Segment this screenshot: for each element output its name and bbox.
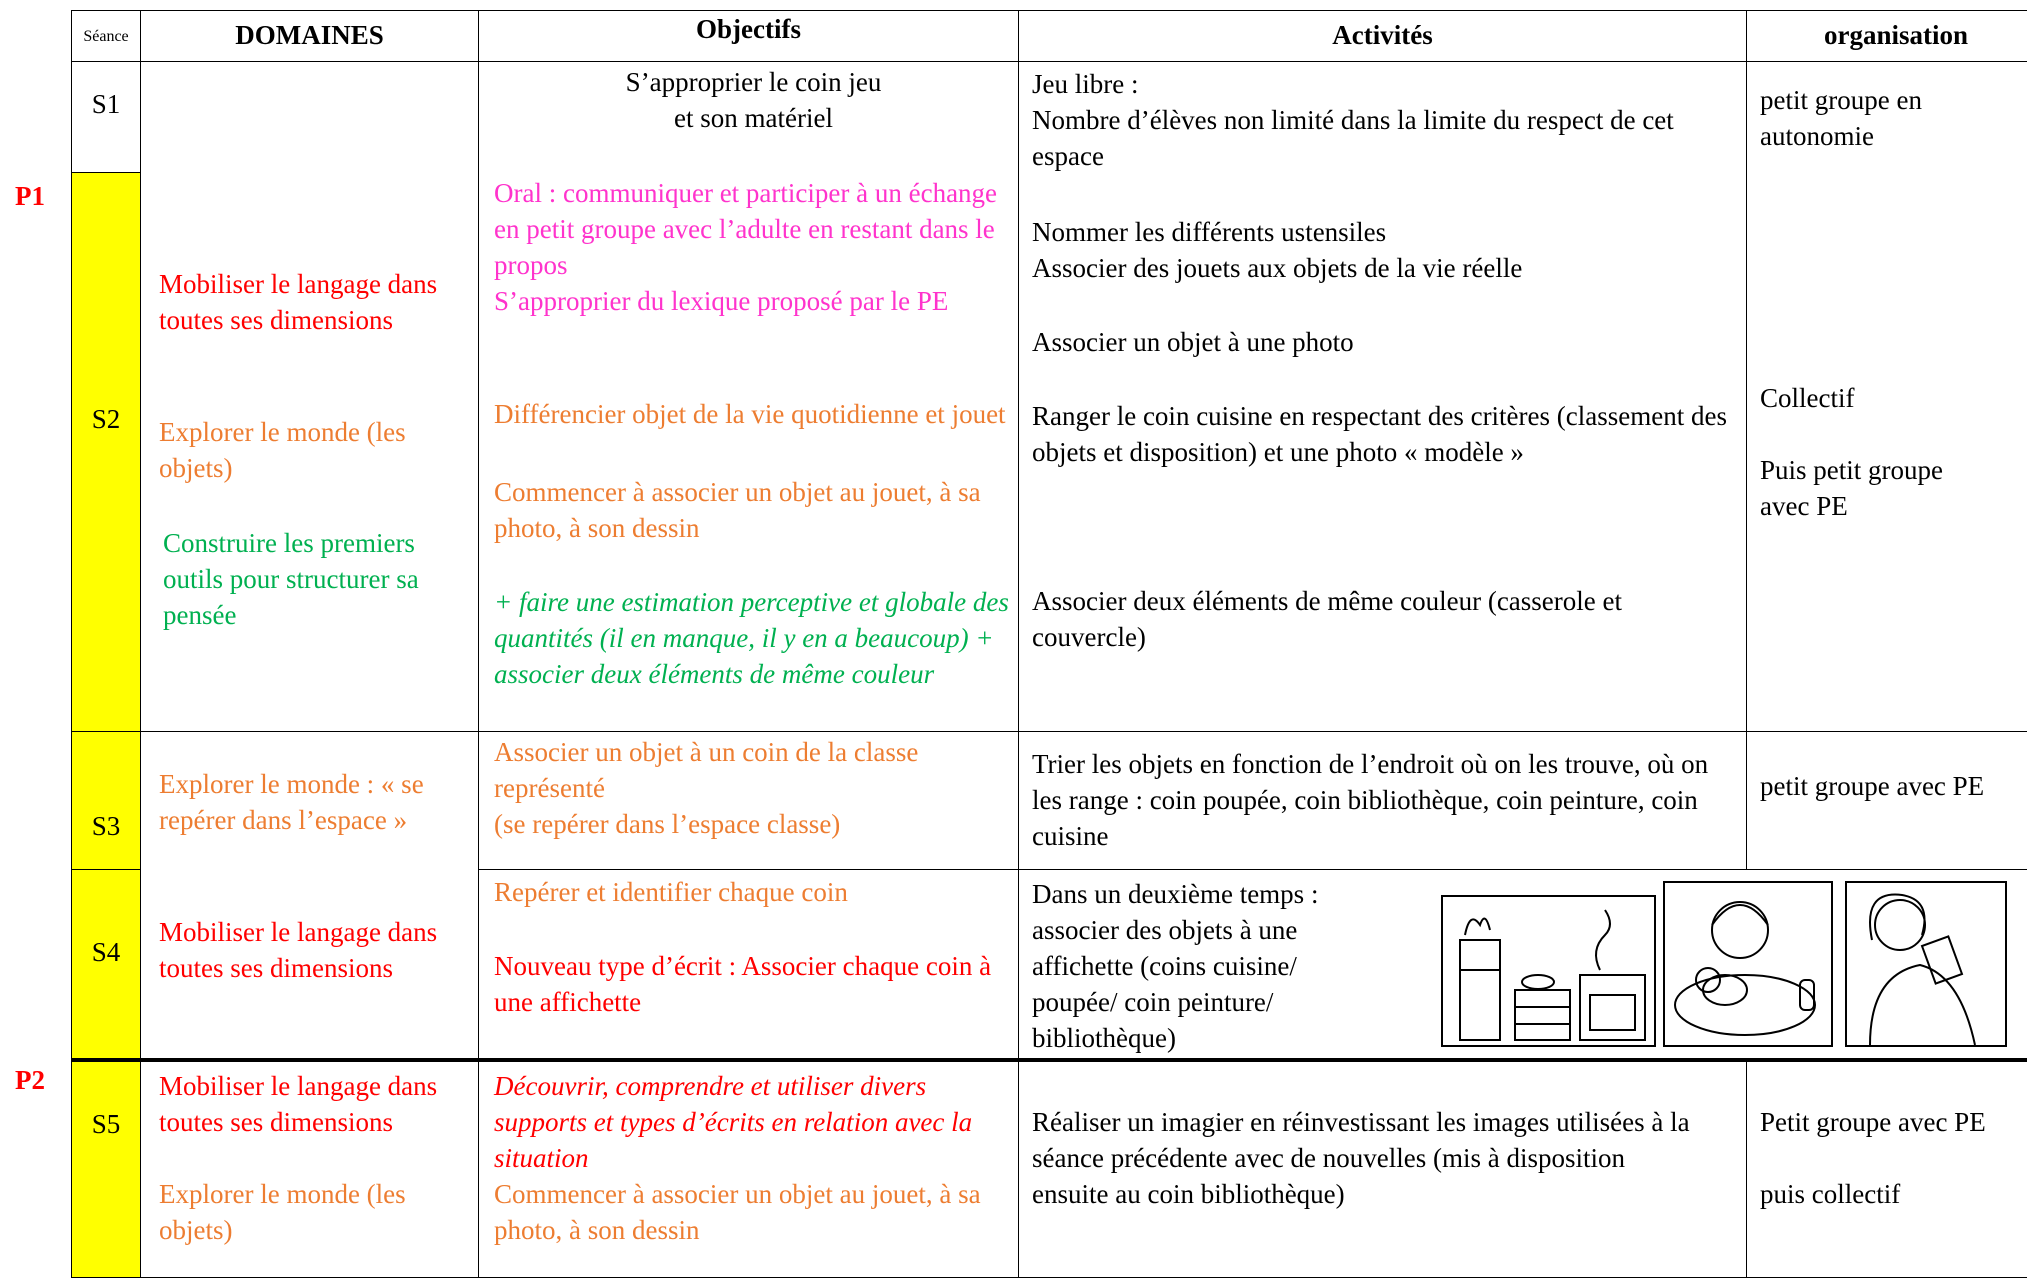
organisation: Puis petit groupe avec PE <box>1760 455 1943 521</box>
activite: Jeu libre : <box>1032 69 1139 99</box>
activite: Ranger le coin cuisine en respectant des… <box>1032 401 1727 467</box>
objectif: Nouveau type d’écrit : Associer chaque c… <box>494 951 992 1017</box>
objectif: Commencer à associer un objet au jouet, … <box>494 477 981 543</box>
objectif: (se repérer dans l’espace classe) <box>494 809 841 839</box>
organisation: puis collectif <box>1760 1179 1901 1209</box>
activite: Associer un objet à une photo <box>1032 327 1354 357</box>
objectifs-cell: S’approprier le coin jeu et son matériel… <box>478 61 1019 732</box>
seance-cell: S2 <box>71 172 141 732</box>
activites-cell: Trier les objets en fonction de l’endroi… <box>1018 731 1747 870</box>
objectif: S’approprier le coin jeu <box>625 67 882 97</box>
period-label: P2 <box>15 1065 45 1095</box>
seance-label: S2 <box>91 404 121 434</box>
objectif: Découvrir, comprendre et utiliser divers… <box>494 1071 973 1173</box>
header-text: Séance <box>83 28 129 45</box>
objectifs-cell: Associer un objet à un coin de la classe… <box>478 731 1019 870</box>
seance-label: S1 <box>91 89 121 119</box>
header-cell: Objectifs <box>478 10 1019 62</box>
period-label: P1 <box>15 181 45 211</box>
header-text: organisation <box>1823 20 1969 50</box>
activite: Réaliser un imagier en réinvestissant le… <box>1032 1107 1690 1209</box>
domaines-cell: Mobiliser le langage dans toutes ses dim… <box>140 1058 479 1278</box>
domaine: Construire les premiers outils pour stru… <box>163 528 419 630</box>
activites-cell: Réaliser un imagier en réinvestissant le… <box>1018 1058 1747 1278</box>
header-cell: organisation <box>1746 10 2027 62</box>
seance-label: S3 <box>91 811 121 841</box>
activites-cell: Dans un deuxième temps : associer des ob… <box>1018 869 2027 1061</box>
objectifs-cell: Repérer et identifier chaque coin Nouvea… <box>478 869 1019 1061</box>
header-text: DOMAINES <box>235 20 384 50</box>
header-cell: DOMAINES <box>140 10 479 62</box>
organisation: petit groupe en autonomie <box>1760 85 1922 151</box>
organisation: Collectif <box>1760 383 1855 413</box>
objectif: S’approprier du lexique proposé par le P… <box>494 286 949 316</box>
activite: Nommer les différents ustensiles <box>1032 217 1387 247</box>
organisation: petit groupe avec PE <box>1760 771 1985 801</box>
seance-cell: S3 <box>71 731 141 870</box>
header-text: Activités <box>1332 20 1433 50</box>
organisation-cell: petit groupe en autonomie Collectif Puis… <box>1746 61 2027 732</box>
header-text: Objectifs <box>696 14 801 44</box>
activite: Dans un deuxième temps : associer des ob… <box>1032 879 1319 1053</box>
seance-cell: S5 <box>71 1058 141 1278</box>
objectif: et son matériel <box>674 103 833 133</box>
activite: Associer deux éléments de même couleur (… <box>1032 586 1623 652</box>
seance-label: S4 <box>91 937 121 967</box>
objectif: + faire une estimation perceptive et glo… <box>494 587 1009 689</box>
objectif: Oral : communiquer et participer à un éc… <box>494 178 998 280</box>
organisation-cell: petit groupe avec PE <box>1746 731 2027 870</box>
objectif: Associer un objet à un coin de la classe… <box>494 737 919 803</box>
header-cell: Séance <box>71 10 141 62</box>
activites-cell: Jeu libre : Nombre d’élèves non limité d… <box>1018 61 1747 732</box>
illustration-frame <box>1663 881 1833 1047</box>
illustration-frame <box>1845 881 2007 1047</box>
page: {"periods": ["P1", "P2"], "table": { "he… <box>15 10 2027 1278</box>
objectif: Différencier objet de la vie quotidienne… <box>494 399 1006 429</box>
domaine: Mobiliser le langage dans toutes ses dim… <box>159 1071 438 1137</box>
illustration-frame <box>1441 895 1656 1047</box>
domaine: Explorer le monde (les objets) <box>159 417 406 483</box>
objectif: Repérer et identifier chaque coin <box>494 877 848 907</box>
domaine: Mobiliser le langage dans toutes ses dim… <box>159 269 438 335</box>
seance-label: S5 <box>91 1109 121 1139</box>
seance-cell: S1 <box>71 61 141 173</box>
activite: Trier les objets en fonction de l’endroi… <box>1032 749 1709 851</box>
domaines-cell: Explorer le monde : « se repérer dans l’… <box>140 731 479 1061</box>
illustrations <box>1441 881 2007 1047</box>
activite: Nombre d’élèves non limité dans la limit… <box>1032 105 1674 171</box>
activite: Associer des jouets aux objets de la vie… <box>1032 253 1523 283</box>
organisation: Petit groupe avec PE <box>1760 1107 1986 1137</box>
domaine: Explorer le monde (les objets) <box>159 1179 406 1245</box>
domaine: Mobiliser le langage dans toutes ses dim… <box>159 917 438 983</box>
domaines-cell: Mobiliser le langage dans toutes ses dim… <box>140 61 479 732</box>
seance-cell: S4 <box>71 869 141 1061</box>
organisation-cell: Petit groupe avec PE puis collectif <box>1746 1058 2027 1278</box>
header-cell: Activités <box>1018 10 1747 62</box>
objectif: Commencer à associer un objet au jouet, … <box>494 1179 981 1245</box>
domaine: Explorer le monde : « se repérer dans l’… <box>159 769 424 835</box>
objectifs-cell: Découvrir, comprendre et utiliser divers… <box>478 1058 1019 1278</box>
